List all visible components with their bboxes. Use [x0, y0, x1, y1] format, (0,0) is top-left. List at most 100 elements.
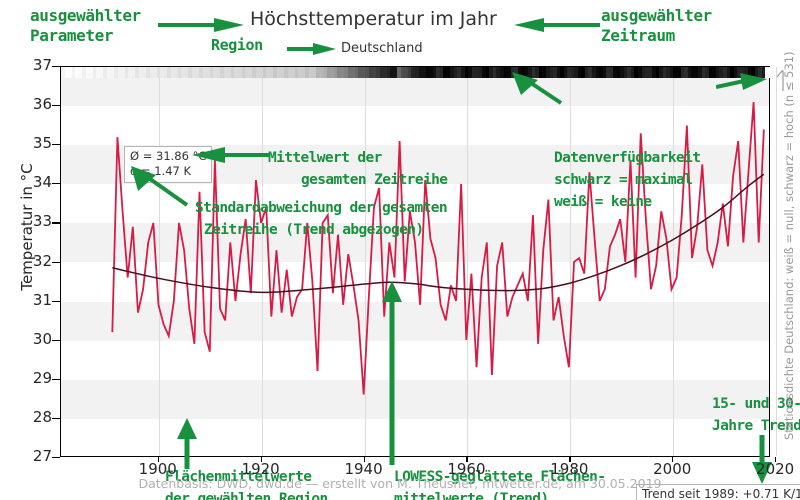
- availability-segment: [276, 67, 282, 78]
- availability-segment: [584, 67, 589, 78]
- availability-segment: [269, 67, 274, 78]
- annotation-datenverfuegbarkeit-line1: Datenverfügbarkeit: [554, 150, 701, 166]
- availability-segment: [733, 67, 738, 78]
- annotation-flaechenmittelwerte-line1: Flächenmittelwerte: [165, 469, 312, 485]
- availability-segment: [489, 67, 494, 78]
- availability-segment: [319, 67, 324, 78]
- region-value: Deutschland: [341, 41, 423, 56]
- availability-segment: [96, 67, 101, 78]
- availability-segment: [708, 67, 713, 78]
- availability-segment: [184, 67, 189, 78]
- availability-segment: [553, 67, 558, 78]
- availability-segment: [156, 67, 161, 78]
- availability-segment: [376, 67, 381, 78]
- availability-segment: [287, 67, 292, 78]
- availability-segment: [478, 67, 483, 78]
- gridline: [467, 67, 469, 456]
- gridline: [673, 67, 675, 456]
- x-axis-tick-label: 2000: [653, 460, 692, 478]
- availability-segment: [446, 67, 451, 78]
- availability-segment: [577, 67, 582, 78]
- arrow-availability-pointer-right: [716, 71, 768, 95]
- availability-segment: [694, 67, 699, 78]
- availability-segment: [245, 67, 250, 78]
- series-line-flaechenmittelwerte: [111, 102, 765, 395]
- availability-segment: [468, 67, 473, 78]
- availability-segment: [337, 67, 342, 78]
- availability-segment: [75, 67, 80, 78]
- availability-segment: [114, 67, 119, 78]
- availability-segment: [68, 67, 73, 78]
- availability-segment: [740, 67, 745, 78]
- availability-segment: [230, 67, 235, 78]
- x-axis-tick-mark: [775, 457, 777, 462]
- availability-segment: [730, 67, 735, 78]
- availability-segment: [747, 67, 752, 78]
- availability-segment: [181, 67, 186, 78]
- chart-caption: Datenbasis: DWD, dwd.de — erstellt von M…: [138, 476, 662, 491]
- availability-segment: [560, 67, 565, 78]
- availability-segment: [623, 67, 628, 78]
- annotation-flaechenmittelwerte-line2: der gewählten Region: [165, 491, 328, 500]
- annotation-mittelwert-line1: Mittelwert der: [268, 150, 382, 166]
- availability-segment: [255, 67, 260, 78]
- availability-segment: [712, 67, 717, 78]
- availability-segment: [372, 67, 377, 78]
- annotation-mittelwert: Mittelwert der gesamten Zeitreihe: [268, 147, 448, 191]
- availability-segment: [754, 67, 759, 78]
- x-axis-tick-mark: [569, 457, 571, 462]
- station-availability-bar: [61, 67, 770, 78]
- availability-segment: [177, 67, 182, 78]
- availability-segment: [238, 67, 243, 78]
- availability-segment: [160, 67, 165, 78]
- availability-segment: [634, 67, 639, 78]
- availability-segment: [549, 67, 554, 78]
- y-axis-tick-label: 31: [32, 290, 52, 309]
- x-axis-tick-label: 1920: [241, 460, 280, 478]
- y-axis-tick-label: 32: [32, 251, 52, 270]
- availability-segment: [195, 67, 200, 78]
- availability-segment: [368, 67, 374, 78]
- page-title: Höchsttemperatur im Jahr: [250, 8, 497, 30]
- availability-segment: [744, 67, 749, 78]
- availability-segment: [273, 67, 278, 78]
- gridline: [776, 67, 778, 456]
- availability-segment: [326, 67, 331, 78]
- availability-segment: [436, 67, 441, 78]
- availability-segment: [499, 67, 505, 78]
- availability-segment: [174, 67, 179, 78]
- availability-segment: [223, 67, 228, 78]
- availability-segment: [503, 67, 508, 78]
- annotation-datenverfuegbarkeit-line2: schwarz = maximal: [554, 172, 693, 188]
- x-axis-tick-mark: [466, 457, 468, 462]
- availability-segment: [312, 67, 317, 78]
- availability-segment: [379, 67, 384, 78]
- availability-segment: [588, 67, 593, 78]
- band: [61, 379, 769, 419]
- availability-segment: [528, 67, 533, 78]
- availability-segment: [648, 67, 653, 78]
- availability-segment: [298, 67, 303, 78]
- availability-segment: [92, 67, 97, 78]
- availability-segment: [751, 67, 756, 78]
- availability-segment: [209, 67, 214, 78]
- availability-segment: [400, 67, 405, 78]
- availability-segment: [365, 67, 370, 78]
- x-axis-tick-label: 1960: [447, 460, 486, 478]
- availability-segment: [715, 67, 720, 78]
- annotation-15-30-jahre-trend: 15- und 30- Jahre Trend: [712, 393, 800, 437]
- arrow-parameter-to-title: [158, 17, 246, 33]
- availability-segment: [645, 67, 650, 78]
- annotation-standardabweichung-line1: Standardabweichung der gesamten: [195, 200, 448, 216]
- annotation-selected-period-line2: Zeitraum: [601, 26, 675, 45]
- availability-segment: [705, 67, 710, 78]
- availability-segment: [592, 67, 597, 78]
- availability-segment: [531, 67, 536, 78]
- availability-segment: [659, 67, 664, 78]
- arrow-region-to-value: [287, 42, 337, 56]
- availability-segment: [85, 67, 90, 78]
- availability-segment: [252, 67, 257, 78]
- y-axis-tick-label: 28: [32, 407, 52, 426]
- gridline: [364, 67, 366, 456]
